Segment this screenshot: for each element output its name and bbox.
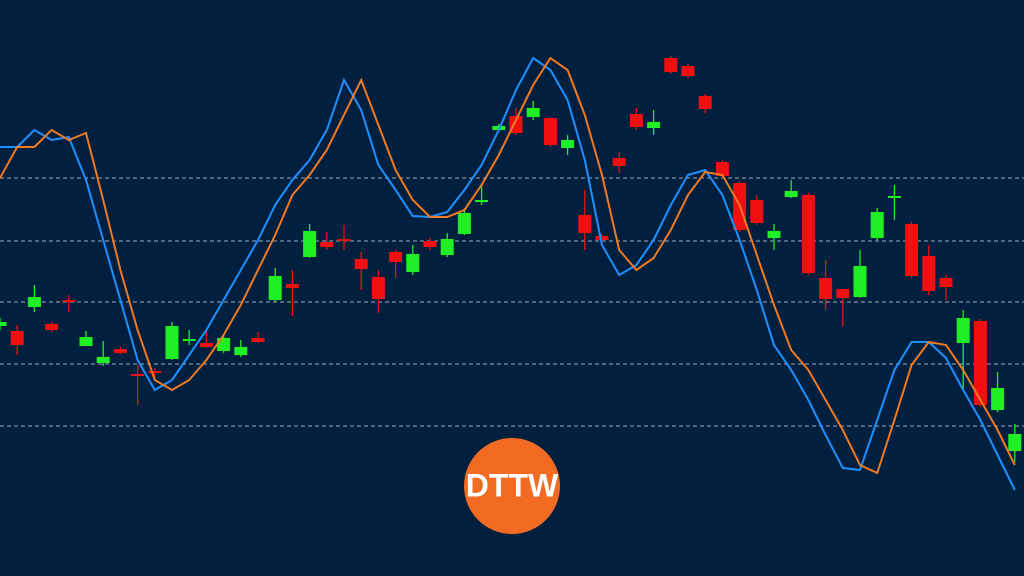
candle-body — [371, 277, 385, 299]
candle-body — [423, 241, 437, 247]
candle-body — [715, 162, 729, 176]
candle-body — [131, 374, 145, 376]
candle-body — [285, 284, 299, 288]
candle-body — [973, 321, 987, 405]
candle-body — [887, 196, 901, 198]
candle-body — [750, 200, 764, 223]
logo-circle — [464, 438, 560, 534]
candle-body — [389, 252, 403, 262]
candle-body — [698, 96, 712, 109]
candle-body — [354, 259, 368, 269]
candle-body — [853, 266, 867, 297]
candle-body — [543, 118, 557, 145]
indicator-line — [0, 56, 1016, 475]
candle-body — [836, 289, 850, 298]
candle-body — [905, 224, 919, 276]
candle-body — [457, 213, 471, 234]
logo-text: DTTW — [466, 467, 559, 503]
candle-body — [612, 158, 626, 166]
indicator-line — [0, 56, 1016, 491]
candle-body — [62, 300, 76, 302]
candle-body — [79, 337, 93, 346]
candle-body — [234, 347, 248, 355]
candle-body — [165, 326, 179, 359]
candle-body — [113, 349, 127, 353]
candle-body — [251, 338, 265, 342]
candle-body — [526, 108, 540, 117]
candle-body — [561, 140, 575, 148]
candle-body — [784, 191, 798, 197]
candle-body — [320, 242, 334, 247]
candle-body — [647, 122, 661, 128]
candle-body — [922, 256, 936, 291]
candle-body — [681, 66, 695, 76]
candle-body — [27, 297, 41, 307]
candle-body — [199, 343, 213, 347]
candle-body — [440, 239, 454, 255]
candle-body — [956, 318, 970, 343]
candle-body — [939, 278, 953, 287]
candle-body — [819, 278, 833, 299]
candle-body — [870, 212, 884, 238]
candle-body — [303, 231, 317, 257]
candle-body — [991, 388, 1005, 410]
candle-body — [475, 200, 489, 202]
candle-body — [664, 58, 678, 72]
candle-body — [0, 322, 7, 326]
candle-body — [268, 276, 282, 300]
candle-body — [406, 254, 420, 272]
candle-body — [1008, 434, 1022, 451]
candle-body — [578, 215, 592, 233]
candle-body — [148, 371, 162, 373]
candle-body — [767, 231, 781, 238]
candle-body — [182, 339, 196, 341]
candle-body — [801, 195, 815, 273]
candle-body — [629, 114, 643, 127]
candle-body — [337, 239, 351, 241]
candle-body — [10, 331, 24, 345]
candle-body — [96, 357, 110, 363]
candle-body — [45, 324, 59, 330]
candle-body — [595, 236, 609, 240]
